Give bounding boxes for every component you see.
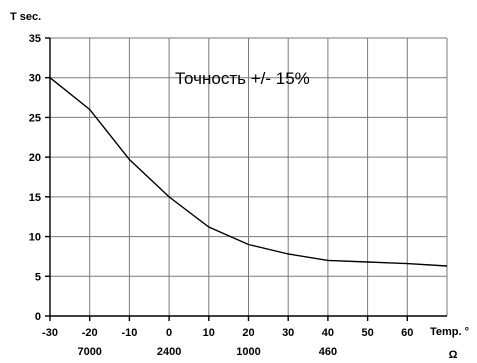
x-tick-label: 20	[242, 327, 254, 339]
resistance-axis-title: Ω	[449, 349, 458, 361]
y-axis-title: T sec.	[10, 11, 41, 23]
y-tick-label: 25	[29, 112, 41, 124]
x-tick-label: 40	[322, 327, 334, 339]
resistance-tick-label: 7000	[77, 346, 101, 358]
y-tick-label: 35	[29, 33, 41, 45]
accuracy-annotation: Точность +/- 15%	[175, 69, 310, 88]
x-tick-label: 0	[166, 327, 172, 339]
y-tick-label: 0	[35, 311, 41, 323]
y-tick-label: 15	[29, 192, 41, 204]
axes	[45, 37, 447, 321]
grid	[50, 37, 448, 316]
y-tick-label: 10	[29, 232, 41, 244]
labels: T sec. Temp. ° Ω Точность +/- 15% 0 5 10 15…	[10, 11, 469, 361]
y-tick-label: 30	[29, 73, 41, 85]
resistance-tick-label: 1000	[236, 346, 260, 358]
series-line	[49, 77, 448, 267]
y-tick-label: 5	[35, 271, 41, 283]
x-tick-label: -20	[82, 327, 98, 339]
x-tick-label: 60	[401, 327, 413, 339]
x-tick-label: 30	[282, 327, 294, 339]
x-tick-label: -30	[42, 327, 58, 339]
x-tick-label: 10	[203, 327, 215, 339]
x-tick-label: 50	[361, 327, 373, 339]
x-tick-label: -10	[121, 327, 137, 339]
y-tick-label: 20	[29, 152, 41, 164]
resistance-tick-label: 460	[319, 346, 337, 358]
series-layer	[49, 77, 448, 267]
resistance-tick-label: 2400	[157, 346, 181, 358]
x-axis-title: Temp. °	[430, 326, 469, 338]
